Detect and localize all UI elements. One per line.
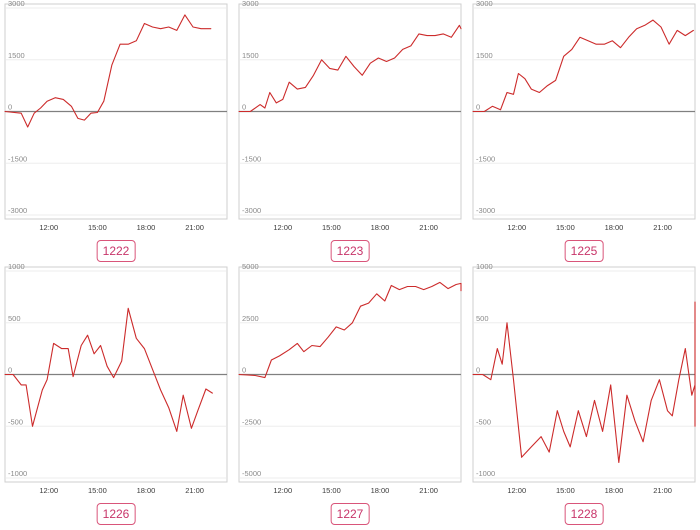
y-tick-label: 0 xyxy=(242,103,246,112)
chart-svg: 3000 1500 0 -1500 -3000 12:00 15:00 18:00 21:00 xyxy=(238,0,462,232)
chart-label-badge: 1227 xyxy=(330,503,370,525)
x-tick-label: 21:00 xyxy=(653,223,672,232)
chart-label-badge: 1228 xyxy=(564,503,604,525)
y-tick-label: -3000 xyxy=(476,206,495,215)
x-tick-label: 12:00 xyxy=(39,486,58,495)
chart-svg: 5000 2500 0 -2500 -5000 12:00 15:00 18:00 21:00 xyxy=(238,262,462,495)
chart-label-badge: 1226 xyxy=(96,503,136,525)
x-tick-label: 21:00 xyxy=(419,223,438,232)
y-tick-label: 3000 xyxy=(242,0,259,8)
y-tick-label: 0 xyxy=(476,103,480,112)
x-tick-label: 12:00 xyxy=(273,223,292,232)
x-tick-label: 18:00 xyxy=(137,486,156,495)
x-tick-label: 18:00 xyxy=(605,223,624,232)
y-tick-label: 3000 xyxy=(8,0,25,8)
y-tick-label: -2500 xyxy=(242,417,261,426)
y-tick-label: -1000 xyxy=(476,469,495,478)
y-tick-label: 0 xyxy=(242,366,246,375)
series-line xyxy=(472,301,696,464)
y-tick-label: -1000 xyxy=(8,469,27,478)
x-tick-label: 21:00 xyxy=(419,486,438,495)
x-tick-label: 15:00 xyxy=(556,486,575,495)
y-tick-label: -3000 xyxy=(242,206,261,215)
x-tick-label: 21:00 xyxy=(185,223,204,232)
chart-svg: 1000 500 0 -500 -1000 12:00 15:00 18:00 21:00 xyxy=(4,262,228,495)
x-tick-label: 18:00 xyxy=(371,486,390,495)
x-tick-label: 12:00 xyxy=(39,223,58,232)
chart-panel-1223: 3000 1500 0 -1500 -3000 12:00 15:00 18:00 21:00 1… xyxy=(238,0,469,267)
y-tick-label: 0 xyxy=(8,366,12,375)
y-tick-label: 5000 xyxy=(242,262,259,271)
y-tick-label: 1500 xyxy=(242,51,259,60)
chart-svg: 3000 1500 0 -1500 -3000 12:00 15:00 18:00 21:00 xyxy=(4,0,228,232)
y-tick-label: -500 xyxy=(476,417,491,426)
chart-svg: 1000 500 0 -500 -1000 12:00 15:00 18:00 21:00 xyxy=(472,262,696,495)
x-tick-label: 15:00 xyxy=(88,223,107,232)
series-line xyxy=(238,281,462,379)
chart-svg: 3000 1500 0 -1500 -3000 12:00 15:00 18:00 21:00 xyxy=(472,0,696,232)
x-tick-label: 21:00 xyxy=(653,486,672,495)
y-tick-label: -5000 xyxy=(242,469,261,478)
x-tick-label: 15:00 xyxy=(322,486,341,495)
x-tick-label: 12:00 xyxy=(507,486,526,495)
x-tick-label: 15:00 xyxy=(88,486,107,495)
y-tick-label: -1500 xyxy=(476,154,495,163)
series-line xyxy=(4,307,213,432)
y-tick-label: 1500 xyxy=(476,51,493,60)
y-tick-label: 2500 xyxy=(242,314,259,323)
chart-panel-1227: 5000 2500 0 -2500 -5000 12:00 15:00 18:00 21:00 1… xyxy=(238,262,469,530)
series-line xyxy=(238,24,462,113)
chart-label-badge: 1223 xyxy=(330,240,370,262)
y-tick-label: -1500 xyxy=(8,154,27,163)
y-tick-label: 0 xyxy=(8,103,12,112)
y-tick-label: -500 xyxy=(8,417,23,426)
y-tick-label: 1000 xyxy=(476,262,493,271)
y-tick-label: 1000 xyxy=(8,262,25,271)
x-tick-label: 18:00 xyxy=(137,223,156,232)
y-tick-label: -3000 xyxy=(8,206,27,215)
x-tick-label: 18:00 xyxy=(605,486,624,495)
y-tick-label: 500 xyxy=(8,314,21,323)
y-tick-label: 3000 xyxy=(476,0,493,8)
chart-label-badge: 1222 xyxy=(96,240,136,262)
y-tick-label: 500 xyxy=(476,314,489,323)
y-tick-label: -1500 xyxy=(242,154,261,163)
chart-panel-1225: 3000 1500 0 -1500 -3000 12:00 15:00 18:00 21:00 1… xyxy=(472,0,700,267)
x-tick-label: 12:00 xyxy=(273,486,292,495)
series-line xyxy=(4,14,212,128)
chart-panel-1228: 1000 500 0 -500 -1000 12:00 15:00 18:00 21:00 122… xyxy=(472,262,700,530)
x-tick-label: 12:00 xyxy=(507,223,526,232)
chart-panel-1226: 1000 500 0 -500 -1000 12:00 15:00 18:00 21:00 122… xyxy=(4,262,235,530)
x-tick-label: 18:00 xyxy=(371,223,390,232)
series-line xyxy=(472,19,694,113)
chart-panel-1222: 3000 1500 0 -1500 -3000 12:00 15:00 18:00 21:00 1… xyxy=(4,0,235,267)
x-tick-label: 15:00 xyxy=(556,223,575,232)
y-tick-label: 0 xyxy=(476,366,480,375)
x-tick-label: 21:00 xyxy=(185,486,204,495)
y-tick-label: 1500 xyxy=(8,51,25,60)
x-tick-label: 15:00 xyxy=(322,223,341,232)
chart-label-badge: 1225 xyxy=(564,240,604,262)
